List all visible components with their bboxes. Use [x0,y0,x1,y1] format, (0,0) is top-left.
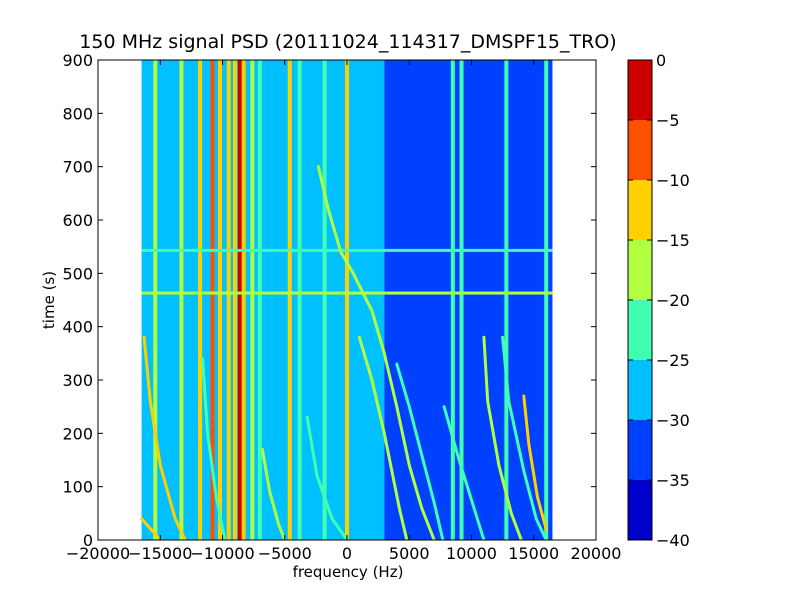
x-axis-label: frequency (Hz) [293,563,404,581]
carrier-line [257,60,262,540]
carrier-line [450,60,455,540]
x-tick-label: 0 [342,544,352,563]
doppler-chirp-track [442,405,486,540]
colorbar-swatch [628,60,652,120]
y-tick-label: 800 [62,104,93,123]
y-tick-label: 100 [62,478,93,497]
colorbar-frame [627,59,653,541]
colorbar-tick-label: −5 [656,111,680,130]
carrier-line [544,60,549,540]
colorbar-tick-label: −20 [656,291,690,310]
carrier-line [237,60,242,540]
y-tick-label: 900 [62,51,93,70]
carrier-line [459,60,464,540]
colorbar-swatch [628,240,652,300]
y-tick-label: 300 [62,371,93,390]
interference-line [141,291,553,295]
colorbar-swatch [628,360,652,420]
carrier-line [179,60,184,540]
x-tick-label: 5000 [389,544,430,563]
colorbar-swatch [628,300,652,360]
colorbar-swatch [628,120,652,180]
x-tick-label: 20000 [571,544,622,563]
doppler-chirp-track [357,335,409,540]
carrier-line [153,60,158,540]
carrier-line [345,60,349,540]
y-tick-label: 500 [62,264,93,283]
y-tick-label: 0 [83,531,93,550]
colorbar-swatch [628,420,652,480]
y-tick-label: 400 [62,318,93,337]
x-tick-label: −20000 [66,544,130,563]
doppler-chirp-track [501,335,548,540]
carrier-line [226,60,231,540]
colorbar-tick-label: −40 [656,531,690,550]
interference-line [141,248,553,252]
y-tick-label: 200 [62,424,93,443]
carrier-line [322,60,327,540]
carrier-line [232,60,237,540]
x-tick-label: 15000 [508,544,559,563]
y-axis-ticks: 0 100 200 300 400 500 600 700 800 900 [62,51,596,550]
carrier-line [198,60,203,540]
carrier-line [297,60,302,540]
colorbar-tick-label: −30 [656,411,690,430]
colorbar-tick-label: 0 [656,51,666,70]
colorbar-swatch [628,480,652,540]
x-tick-label: −5000 [258,544,312,563]
colorbar-tick-label: −25 [656,351,690,370]
colorbar-swatch [628,180,652,240]
doppler-chirp-track [142,335,187,540]
doppler-chirp-track [260,447,287,540]
x-tick-label: 10000 [446,544,497,563]
doppler-chirp-track [305,415,349,540]
chart-title: 150 MHz signal PSD (20111024_114317_DMSP… [79,31,616,53]
x-axis-ticks: −20000−15000−10000 −5000 0 5000 10000 15000 20… [66,60,622,563]
y-tick-label: 600 [62,211,93,230]
x-tick-label: −15000 [128,544,192,563]
carrier-line [250,60,255,540]
y-axis-label: time (s) [40,271,58,329]
doppler-chirp-track [140,517,162,540]
carrier-line [287,60,292,540]
doppler-chirp-track [522,394,548,531]
psd-region-high [384,60,553,540]
y-tick-label: 700 [62,158,93,177]
colorbar: −40 −35 −30 −25 −20 −15 −10 −5 0 [628,51,690,550]
colorbar-tick-label: −10 [656,171,690,190]
spectrogram-image [140,60,553,540]
doppler-chirp-track [482,335,523,540]
colorbar-tick-label: −35 [656,471,690,490]
colorbar-tick-label: −15 [656,231,690,250]
doppler-chirp-track [201,357,227,540]
x-tick-label: −10000 [190,544,254,563]
carrier-line [210,60,215,540]
doppler-chirp-track [395,362,445,540]
carrier-line [218,60,223,540]
carrier-line [241,60,246,540]
carrier-line [504,60,509,540]
doppler-chirp-track [316,165,436,540]
